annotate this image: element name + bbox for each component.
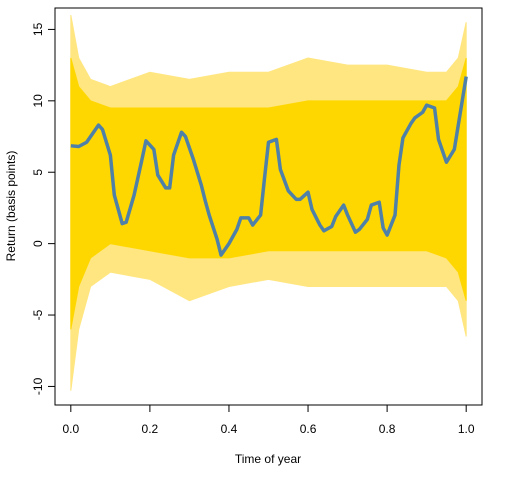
line (70, 76, 468, 257)
y-tick-label: -5 (31, 309, 45, 320)
y-tick-label: 10 (31, 94, 45, 108)
x-tick-label: 0.0 (62, 422, 79, 436)
x-tick-label: 0.2 (142, 422, 159, 436)
x-tick-label: 0.4 (221, 422, 238, 436)
x-tick-label: 0.8 (379, 422, 396, 436)
x-axis-label: Time of year (235, 452, 301, 466)
y-tick-label: 15 (31, 22, 45, 36)
band (70, 57, 467, 330)
y-tick-label: 0 (31, 240, 45, 247)
x-tick-label: 1.0 (458, 422, 475, 436)
y-tick-label: -10 (31, 377, 45, 395)
y-tick-label: 5 (31, 169, 45, 176)
y-axis-label: Return (basis points) (4, 151, 18, 262)
x-tick-label: 0.6 (300, 422, 317, 436)
